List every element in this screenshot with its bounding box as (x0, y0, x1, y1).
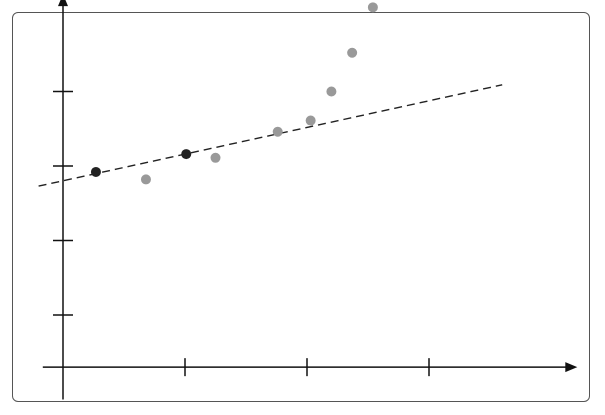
x-axis-arrowhead (565, 362, 578, 373)
data-point-s2-3 (272, 126, 283, 137)
axes-group (42, 0, 578, 400)
trend-line-group (38, 84, 503, 187)
chart-frame (12, 12, 590, 402)
data-point-s2-4 (305, 115, 316, 126)
y-axis-arrowhead (58, 0, 68, 7)
data-point-s1-2 (181, 149, 192, 160)
data-point-s2-1 (140, 174, 151, 185)
data-point-s2-7 (367, 2, 378, 13)
data-point-s2-6 (347, 47, 358, 58)
data-point-s2-5 (326, 86, 337, 97)
trend-line (38, 84, 503, 187)
data-point-s2-2 (210, 152, 221, 163)
data-point-s1-1 (90, 166, 101, 177)
points-group (90, 2, 378, 185)
